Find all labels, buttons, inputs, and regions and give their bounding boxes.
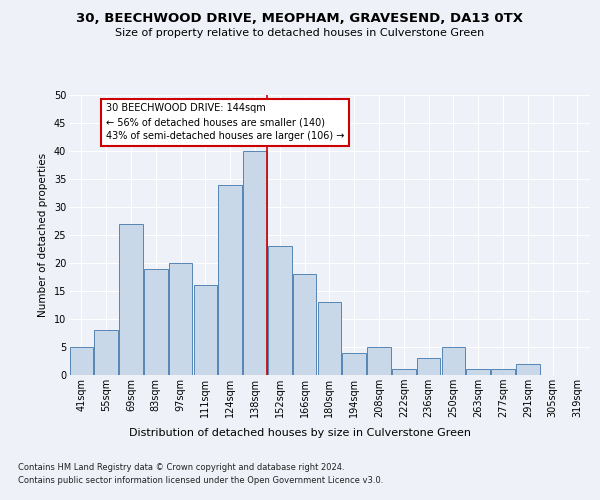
Bar [243,151,267,375]
Bar [194,286,217,375]
Bar [70,347,93,375]
Text: Contains HM Land Registry data © Crown copyright and database right 2024.: Contains HM Land Registry data © Crown c… [18,462,344,471]
Bar [392,370,416,375]
Bar [367,347,391,375]
Y-axis label: Number of detached properties: Number of detached properties [38,153,48,317]
Bar [491,370,515,375]
Text: 30, BEECHWOOD DRIVE, MEOPHAM, GRAVESEND, DA13 0TX: 30, BEECHWOOD DRIVE, MEOPHAM, GRAVESEND,… [77,12,523,26]
Text: Distribution of detached houses by size in Culverstone Green: Distribution of detached houses by size … [129,428,471,438]
Bar [218,184,242,375]
Bar [169,263,193,375]
Bar [516,364,539,375]
Bar [317,302,341,375]
Bar [119,224,143,375]
Bar [466,370,490,375]
Bar [144,268,167,375]
Bar [442,347,465,375]
Text: Size of property relative to detached houses in Culverstone Green: Size of property relative to detached ho… [115,28,485,38]
Bar [94,330,118,375]
Bar [343,352,366,375]
Text: Contains public sector information licensed under the Open Government Licence v3: Contains public sector information licen… [18,476,383,485]
Text: 30 BEECHWOOD DRIVE: 144sqm
← 56% of detached houses are smaller (140)
43% of sem: 30 BEECHWOOD DRIVE: 144sqm ← 56% of deta… [106,104,344,142]
Bar [293,274,316,375]
Bar [417,358,440,375]
Bar [268,246,292,375]
